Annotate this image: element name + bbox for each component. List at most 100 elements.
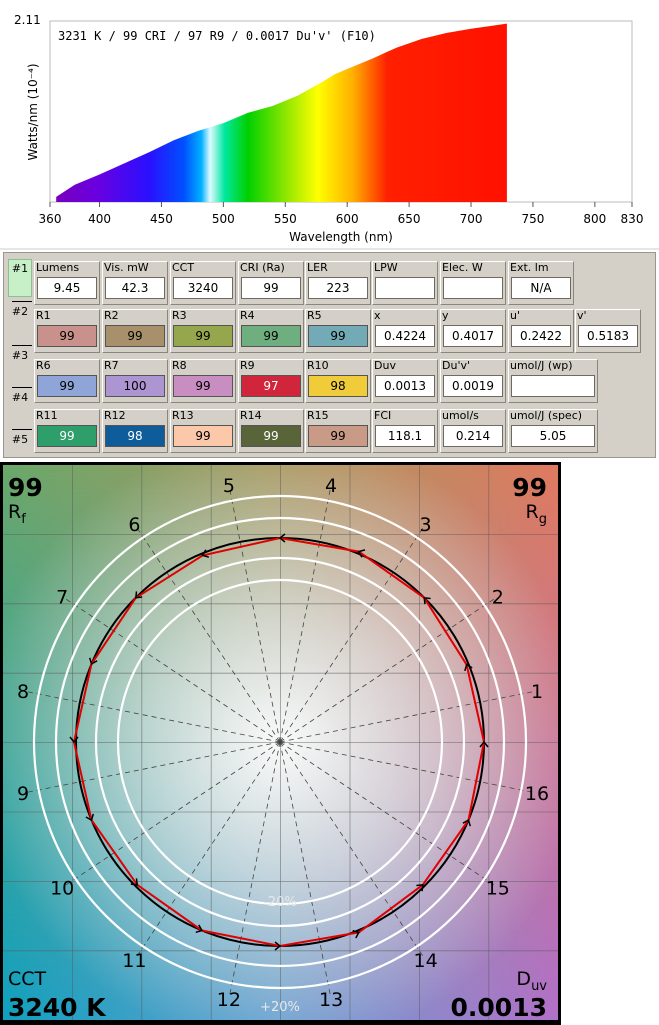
metric-r15: R15 99 — [305, 409, 371, 453]
x-ticks: 360 400 450 500 550 600 650 700 750 800 830 — [39, 202, 643, 226]
metric-frame — [372, 359, 438, 403]
y-axis-label: Watts/nm (10⁻⁴) — [26, 63, 40, 160]
hue-bin-label: 14 — [414, 950, 438, 972]
metric-r7: R7 100 — [102, 359, 168, 403]
tab-4[interactable]: #4 — [11, 391, 29, 404]
rf-label: R — [8, 501, 21, 523]
metric-label: R4 — [240, 309, 255, 322]
metric-label: R12 — [104, 409, 126, 422]
metric-frame — [305, 409, 371, 453]
metric-label: R2 — [104, 309, 119, 322]
metric-frame — [372, 261, 438, 305]
hue-bin-label: 1 — [531, 681, 543, 703]
metric-label: R8 — [172, 359, 187, 372]
metric-frame — [170, 261, 236, 305]
hue-spoke — [135, 741, 281, 959]
metric-label: Vis. mW — [104, 261, 149, 274]
x-tick-label: 500 — [212, 212, 235, 226]
tab-3[interactable]: #3 — [11, 349, 29, 362]
hue-spoke — [279, 690, 536, 743]
x-axis-label: Wavelength (nm) — [289, 230, 393, 244]
cct-value: 3240 K — [8, 993, 107, 1020]
color-swatch-value: 99 — [241, 325, 301, 347]
hue-bin-label: 10 — [50, 878, 74, 900]
hue-bin-label: 7 — [56, 586, 68, 608]
hue-bin-label: 9 — [17, 783, 29, 805]
color-swatch-value: 99 — [241, 425, 301, 447]
metric-frame — [102, 309, 168, 353]
duv-subscript: uv — [531, 979, 547, 994]
metric-r9: R9 97 — [238, 359, 304, 403]
metric-value: 0.0013 — [375, 375, 435, 397]
color-swatch-value: 98 — [105, 425, 165, 447]
metric-frame — [238, 309, 304, 353]
metric-r3: R3 99 — [170, 309, 236, 353]
hue-bin-label: 6 — [128, 514, 140, 536]
metric-frame — [34, 359, 100, 403]
metric-frame — [440, 309, 506, 353]
spectrum-area — [56, 23, 507, 202]
metric-frame — [34, 409, 100, 453]
metric-frame — [372, 309, 438, 353]
metric-frame — [305, 309, 371, 353]
hue-shift-arrow — [130, 878, 139, 886]
color-swatch-value: 97 — [241, 375, 301, 397]
metric-umol-j-wp: umol/J (wp) — [508, 359, 598, 403]
metric-label: R5 — [307, 309, 322, 322]
color-swatch-value: 99 — [173, 325, 233, 347]
metric-label: R15 — [307, 409, 329, 422]
hue-spoke — [228, 741, 281, 998]
metric-frame — [34, 309, 100, 353]
tab-1[interactable]: #1 — [8, 259, 32, 297]
metric-label: R13 — [172, 409, 194, 422]
hue-spoke — [279, 741, 425, 959]
metric-label: R9 — [240, 359, 255, 372]
tab-5[interactable]: #5 — [11, 433, 29, 446]
metric-r5: R5 99 — [305, 309, 371, 353]
metric-frame — [305, 261, 371, 305]
metric-frame — [238, 359, 304, 403]
metric-label: R11 — [36, 409, 58, 422]
metric-fci: FCI 118.1 — [372, 409, 438, 453]
metric-value: 0.0019 — [443, 375, 503, 397]
hue-spoke — [63, 741, 281, 887]
hue-shift-arrow — [201, 549, 210, 558]
x-tick-label: 700 — [460, 212, 483, 226]
color-swatch-value: 99 — [173, 425, 233, 447]
metric-r10: R10 98 — [305, 359, 371, 403]
fci-panel: 1 2 3 4 5 6 7 8 9 10 11 12 13 14 15 16 -20% +20% 99 Rf … — [0, 462, 561, 1025]
rf-subscript: f — [21, 512, 26, 527]
duv-label: D — [516, 968, 531, 990]
metric-label: v' — [577, 309, 587, 322]
hue-shift-arrows — [69, 533, 489, 951]
metric-frame — [34, 261, 100, 305]
color-swatch-value: 99 — [37, 375, 97, 397]
metric-value — [511, 375, 595, 397]
metric-value: N/A — [511, 277, 571, 299]
tab-separator — [12, 345, 32, 346]
hue-bin-label: 5 — [223, 475, 235, 497]
metric-value: 0.214 — [443, 425, 503, 447]
hue-bin-label: 8 — [17, 681, 29, 703]
metric-label: Du'v' — [442, 359, 470, 372]
metric-label: y — [442, 309, 449, 322]
hue-shift-arrow — [88, 657, 98, 666]
metric-frame — [575, 309, 641, 353]
hue-shift-arrow — [274, 941, 282, 951]
metric-r6: R6 99 — [34, 359, 100, 403]
metric-frame — [238, 261, 304, 305]
metric-frame — [440, 261, 506, 305]
hue-bin-label: 4 — [325, 475, 337, 497]
metric-value: 223 — [308, 277, 368, 299]
metric-elec-w: Elec. W — [440, 261, 506, 305]
x-tick-label: 400 — [88, 212, 111, 226]
rf-value: 99 — [8, 473, 43, 502]
hue-shift-arrow — [134, 591, 143, 599]
duv-value: 0.0013 — [451, 993, 547, 1020]
tab-2[interactable]: #2 — [11, 305, 29, 318]
metric-r8: R8 99 — [170, 359, 236, 403]
metric-r4: R4 99 — [238, 309, 304, 353]
hue-shift-arrow — [464, 663, 473, 672]
metric-vis-mw: Vis. mW 42.3 — [102, 261, 168, 305]
metric-umol-s: umol/s 0.214 — [440, 409, 506, 453]
